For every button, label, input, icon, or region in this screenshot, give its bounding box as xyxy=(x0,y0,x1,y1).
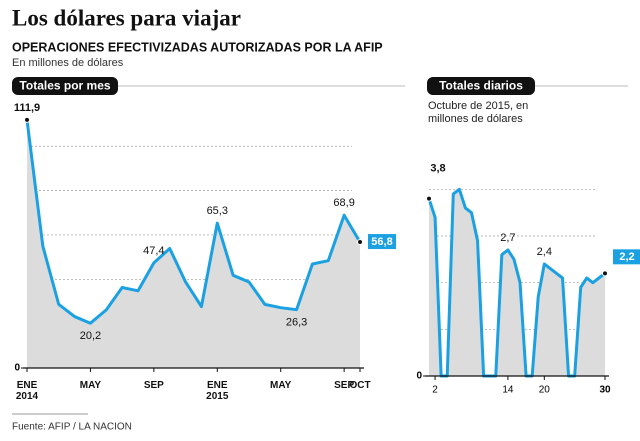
line xyxy=(427,187,606,378)
end-dot xyxy=(24,116,30,123)
x-tick-label: MAY xyxy=(79,380,102,391)
line xyxy=(25,119,362,325)
x-tick-label: ENE 2015 xyxy=(206,380,229,402)
x-tick-label: OCT xyxy=(349,380,371,391)
end-dot xyxy=(357,239,363,246)
value-label: 111,9 xyxy=(14,102,40,114)
value-label-box xyxy=(613,249,640,265)
subtitle: OPERACIONES EFECTIVIZADAS AUTORIZADAS PO… xyxy=(12,40,383,54)
unit-note: En millones de dólares xyxy=(12,57,124,69)
title: Los dólares para viajar xyxy=(12,5,241,30)
y-tick-label: 0 xyxy=(14,363,20,374)
value-label: 2,7 xyxy=(500,232,515,244)
panel-title: Totales diarios xyxy=(439,79,523,93)
value-label: 65,3 xyxy=(207,205,228,217)
value-label: 3,8 xyxy=(430,163,445,175)
header-pill xyxy=(12,77,118,95)
value-label: 68,9 xyxy=(333,197,354,209)
end-dot xyxy=(602,270,608,277)
source: Fuente: AFIP / LA NACION xyxy=(12,422,132,433)
panel-title: Totales por mes xyxy=(19,79,110,93)
y-tick-label: 0 xyxy=(416,371,422,382)
value-label: 56,8 xyxy=(371,236,392,248)
x-tick-label: SEP xyxy=(334,380,355,391)
area xyxy=(429,189,605,376)
value-label: 2,2 xyxy=(619,251,634,263)
x-tick-label: 30 xyxy=(599,385,611,396)
x-tick-label: ENE 2014 xyxy=(15,380,39,402)
value-label: 20,2 xyxy=(80,330,101,342)
value-label: 26,3 xyxy=(286,317,307,329)
value-label: 2,4 xyxy=(537,246,552,258)
value-label-box xyxy=(368,234,396,250)
value-label: 47,4 xyxy=(143,245,164,257)
x-tick-label: 14 xyxy=(502,385,514,396)
x-tick-label: SEP xyxy=(143,380,164,391)
x-tick-label: 2 xyxy=(432,385,438,396)
header-pill xyxy=(427,77,535,95)
panel-subtitle: Octubre de 2015, en millones de dólares xyxy=(428,100,529,125)
area xyxy=(27,119,360,368)
end-dot xyxy=(426,195,432,202)
x-tick-label: 20 xyxy=(539,385,551,396)
x-tick-label: MAY xyxy=(270,380,292,391)
